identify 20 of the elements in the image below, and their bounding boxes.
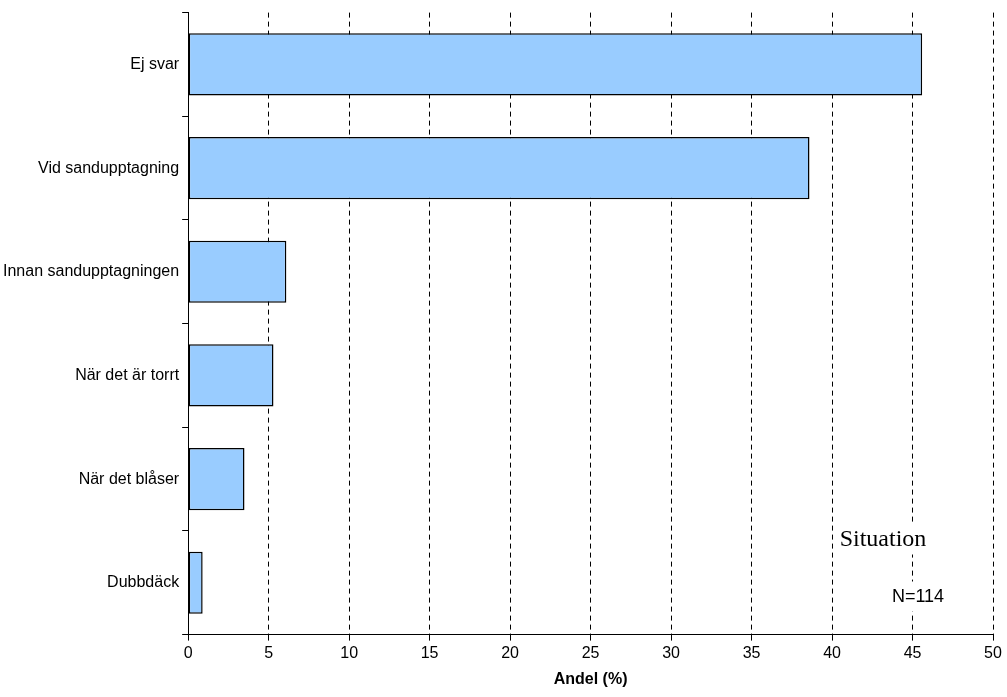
y-tick-label: Innan sandupptagningen: [2, 262, 180, 280]
x-tick-label: 30: [662, 643, 681, 661]
x-axis-title: Andel (%): [553, 669, 628, 687]
y-tick-label: Dubbdäck: [107, 573, 181, 591]
x-tick-label: 25: [581, 643, 600, 661]
annotation: N=114: [891, 585, 945, 606]
x-tick-label: 10: [340, 643, 359, 661]
y-tick-label: När det är torrt: [75, 365, 180, 383]
x-tick-label: 45: [903, 643, 922, 661]
x-tick-label: 15: [420, 643, 439, 661]
x-tick-label: 5: [264, 643, 274, 661]
y-tick-label: Vid sandupptagning: [37, 158, 180, 176]
x-tick-label: 20: [501, 643, 520, 661]
y-tick-label: Ej svar: [130, 54, 180, 72]
x-tick-label: 50: [984, 643, 1002, 661]
x-tick-label: 40: [823, 643, 842, 661]
y-tick-label: När det blåser: [78, 469, 180, 487]
x-tick-label: 35: [742, 643, 761, 661]
x-tick-label: 0: [183, 643, 193, 661]
annotation: Situation: [839, 524, 927, 551]
